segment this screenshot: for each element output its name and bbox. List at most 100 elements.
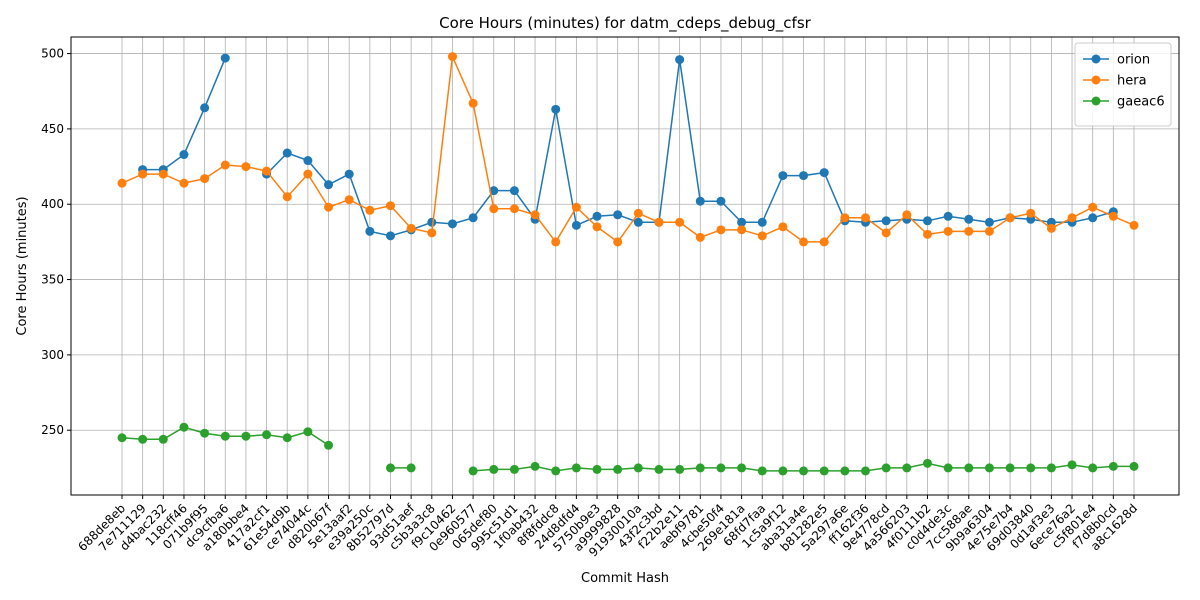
data-point-gaeac6 [385,463,395,473]
data-point-gaeac6 [200,428,210,438]
data-point-gaeac6 [468,466,478,476]
data-point-gaeac6 [902,463,912,473]
data-point-gaeac6 [530,461,540,471]
data-point-hera [861,213,871,223]
data-point-hera [200,174,210,184]
data-point-hera [1067,213,1077,223]
data-point-gaeac6 [737,463,747,473]
data-point-hera [1088,202,1098,212]
data-point-hera [179,178,189,188]
data-point-orion [984,217,994,227]
series-line-hera [121,53,1135,244]
plot-frame [70,36,1180,496]
data-point-gaeac6 [716,463,726,473]
data-point-gaeac6 [282,433,292,443]
data-point-orion [200,103,210,113]
data-point-hera [344,195,354,205]
data-point-hera [241,162,251,172]
data-point-hera [654,217,664,227]
data-point-gaeac6 [324,440,334,450]
data-point-hera [509,204,519,214]
data-point-hera [716,225,726,235]
data-point-orion [385,231,395,241]
y-tick-label: 350 [41,273,64,287]
data-point-orion [365,226,375,236]
y-tick-label: 250 [41,423,64,437]
data-point-hera [984,226,994,236]
data-point-gaeac6 [179,422,189,432]
data-point-hera [757,231,767,241]
data-point-orion [633,217,643,227]
y-tick-label: 450 [41,122,64,136]
legend-label: gaeac6 [1117,95,1165,110]
data-point-hera [1026,208,1036,218]
data-point-hera [633,208,643,218]
legend-label: hera [1117,74,1147,89]
data-point-gaeac6 [509,464,519,474]
data-point-hera [964,226,974,236]
data-point-orion [179,150,189,160]
legend-swatch-marker [1091,54,1101,64]
data-point-gaeac6 [984,463,994,473]
data-point-hera [447,52,457,62]
y-tick-label: 400 [41,197,64,211]
data-point-orion [1088,213,1098,223]
data-point-orion [344,169,354,179]
legend: orion hera gaeac6 [1074,42,1172,127]
data-point-orion [819,168,829,178]
series-hera [117,52,1139,247]
data-point-hera [262,166,272,176]
data-point-gaeac6 [571,463,581,473]
y-tick-label: 500 [41,47,64,61]
data-point-orion [489,186,499,196]
series-layer [117,52,1139,476]
data-point-hera [799,237,809,247]
data-point-gaeac6 [406,463,416,473]
data-point-orion [757,217,767,227]
data-point-orion [427,217,437,227]
data-point-gaeac6 [881,463,891,473]
data-point-gaeac6 [220,431,230,441]
data-point-gaeac6 [1046,463,1056,473]
data-point-hera [303,169,313,179]
data-point-gaeac6 [1026,463,1036,473]
data-point-gaeac6 [1108,461,1118,471]
data-point-hera [489,204,499,214]
data-point-gaeac6 [819,466,829,476]
data-point-gaeac6 [551,466,561,476]
data-point-hera [1005,213,1015,223]
data-point-orion [324,180,334,190]
y-axis-label: Core Hours (minutes) [15,196,30,335]
data-point-hera [695,232,705,242]
data-point-hera [881,228,891,238]
data-point-orion [447,219,457,229]
legend-label: orion [1117,53,1150,68]
data-point-hera [592,222,602,232]
data-point-gaeac6 [489,464,499,474]
data-point-orion [943,211,953,221]
data-point-hera [220,160,230,170]
data-point-gaeac6 [799,466,809,476]
data-point-hera [406,223,416,233]
data-point-hera [571,202,581,212]
data-point-gaeac6 [592,464,602,474]
data-point-hera [365,205,375,215]
data-point-gaeac6 [861,466,871,476]
data-point-hera [530,210,540,220]
data-point-gaeac6 [1067,460,1077,470]
data-point-hera [943,226,953,236]
series-gaeac6 [117,422,1139,476]
data-point-hera [385,201,395,211]
data-point-hera [819,237,829,247]
data-point-gaeac6 [303,427,313,437]
data-point-orion [303,156,313,166]
data-point-gaeac6 [654,464,664,474]
data-point-orion [613,210,623,220]
data-point-orion [592,211,602,221]
data-point-gaeac6 [695,463,705,473]
data-point-hera [117,178,127,188]
data-point-orion [881,216,891,226]
data-point-orion [220,53,230,63]
